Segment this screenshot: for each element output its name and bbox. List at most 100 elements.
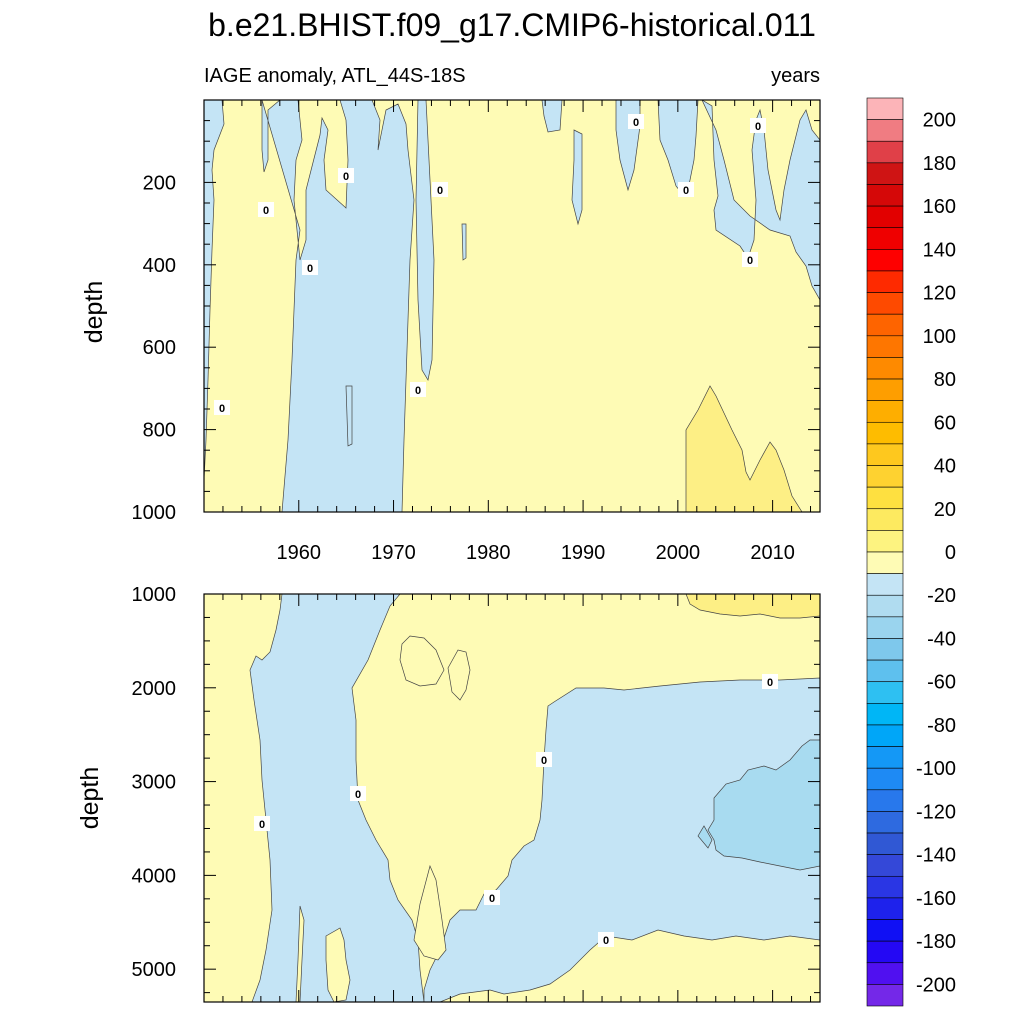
colorbar-swatch bbox=[866, 962, 904, 985]
contour-label-box bbox=[350, 786, 366, 801]
colorbar-swatch bbox=[866, 335, 904, 358]
contour-label-box bbox=[302, 260, 318, 275]
contour-label: 0 bbox=[489, 893, 495, 905]
colorbar-swatch bbox=[866, 551, 904, 574]
positive-region-20-40-deep-2005 bbox=[685, 385, 803, 512]
upper-y-axis-label: depth bbox=[80, 281, 108, 344]
y-tick-label: 600 bbox=[143, 337, 176, 359]
upper-panel: IAGE anomaly, ATL_44S-18S years d bbox=[80, 65, 821, 564]
colorbar-swatch bbox=[866, 162, 904, 185]
colorbar-label: 180 bbox=[923, 153, 956, 175]
contour-label-box bbox=[598, 932, 614, 947]
upper-contour-labels: 0 0 0 0 0 0 0 0 0 0 bbox=[214, 114, 766, 415]
positive-streak-1964 bbox=[295, 905, 305, 1002]
contour-label: 0 bbox=[603, 935, 609, 947]
colorbar-swatch bbox=[866, 616, 904, 639]
colorbar-swatch bbox=[866, 811, 904, 834]
colorbar-swatch bbox=[866, 270, 904, 293]
x-tick-label: 2010 bbox=[750, 542, 795, 564]
x-tick-label: 1990 bbox=[561, 542, 606, 564]
x-tick-label: 1970 bbox=[371, 542, 416, 564]
y-tick-label: 4000 bbox=[132, 865, 177, 887]
contour-label-box bbox=[750, 118, 766, 133]
contour-label-box bbox=[254, 816, 270, 831]
upper-x-tick-labels: 1960 1970 1980 1990 2000 2010 bbox=[277, 542, 795, 564]
colorbar-labels: 200180160140120100806040200-20-40-60-80-… bbox=[916, 110, 956, 997]
x-tick-label: 2000 bbox=[656, 542, 701, 564]
colorbar-swatch bbox=[866, 443, 904, 466]
contour-label: 0 bbox=[633, 117, 639, 129]
lower-plot-area bbox=[204, 594, 820, 1002]
colorbar-label: -140 bbox=[916, 845, 956, 867]
colorbar-swatch bbox=[866, 897, 904, 920]
colorbar-swatch bbox=[866, 227, 904, 250]
x-tick-label: 1980 bbox=[466, 542, 511, 564]
negative-region-deep-left-band bbox=[249, 594, 425, 1002]
y-tick-label: 200 bbox=[143, 172, 176, 194]
contour-label: 0 bbox=[263, 205, 269, 217]
y-tick-label: 1000 bbox=[132, 584, 177, 606]
colorbar-label: 0 bbox=[945, 542, 956, 564]
contour-label: 0 bbox=[259, 819, 265, 831]
contour-label-box bbox=[432, 182, 448, 197]
colorbar-swatch bbox=[866, 140, 904, 164]
colorbar-swatch bbox=[866, 573, 904, 596]
contour-label: 0 bbox=[541, 755, 547, 767]
negative-region-left-column bbox=[204, 100, 225, 481]
positive-island-1976 bbox=[447, 649, 471, 701]
colorbar-label: -100 bbox=[916, 758, 956, 780]
colorbar-label: 40 bbox=[934, 456, 956, 478]
y-tick-label: 800 bbox=[143, 420, 176, 442]
contour-label: 0 bbox=[437, 185, 443, 197]
contour-label: 0 bbox=[767, 677, 773, 689]
x-tick-label: 1960 bbox=[277, 542, 322, 564]
positive-streak-1975 bbox=[413, 864, 447, 961]
colorbar-swatch bbox=[866, 249, 904, 272]
negative-region-streak-1966 bbox=[345, 385, 353, 447]
lower-y-tick-labels: 1000 2000 3000 4000 5000 bbox=[132, 584, 177, 981]
contour-label: 0 bbox=[747, 255, 753, 267]
colorbar-swatch bbox=[866, 940, 904, 964]
colorbar-swatch bbox=[866, 854, 904, 877]
colorbar-label: 160 bbox=[923, 196, 956, 218]
upper-ticks bbox=[204, 100, 820, 513]
y-tick-label: 1000 bbox=[132, 502, 177, 524]
colorbar-swatch bbox=[866, 681, 904, 704]
colorbar-swatch bbox=[866, 97, 904, 120]
contour-label-box bbox=[410, 382, 426, 397]
colorbar-swatch bbox=[866, 313, 904, 337]
colorbar-label: -20 bbox=[927, 585, 956, 607]
contour-label-box bbox=[762, 674, 778, 689]
colorbar-swatch bbox=[866, 638, 904, 661]
contour-label-box bbox=[484, 890, 500, 905]
positive-region-20-40-shallow-2005 bbox=[685, 594, 820, 619]
contour-label: 0 bbox=[683, 185, 689, 197]
colorbar-label: 60 bbox=[934, 412, 956, 434]
colorbar-label: 100 bbox=[923, 326, 956, 348]
colorbar-label: 120 bbox=[923, 283, 956, 305]
colorbar-label: -200 bbox=[916, 974, 956, 996]
upper-y-tick-labels: 200 400 600 800 1000 bbox=[132, 172, 177, 524]
contour-label: 0 bbox=[307, 263, 313, 275]
negative-region-streak-1988 bbox=[571, 129, 583, 226]
colorbar-swatch bbox=[866, 421, 904, 445]
lower-frame bbox=[203, 593, 821, 1003]
negative-region-deep-right-1986 bbox=[423, 677, 820, 1002]
colorbar-swatch bbox=[866, 659, 904, 683]
contour-label: 0 bbox=[755, 121, 761, 133]
lower-y-axis-label: depth bbox=[76, 767, 104, 830]
contour-label-box bbox=[678, 182, 694, 197]
lower-contour-labels: 0 0 0 0 0 0 bbox=[254, 674, 778, 947]
positive-island-1972 bbox=[399, 635, 445, 687]
colorbar-swatch bbox=[866, 594, 904, 618]
colorbar-swatch bbox=[866, 184, 904, 207]
colorbar-swatch bbox=[866, 746, 904, 769]
negative-region-near-surface-1982 bbox=[541, 100, 563, 133]
contour-label-box bbox=[628, 114, 644, 129]
negative-region-2004-2010 bbox=[701, 100, 820, 301]
contour-label: 0 bbox=[343, 171, 349, 183]
colorbar-swatch bbox=[866, 530, 904, 553]
colorbar-swatch bbox=[866, 832, 904, 855]
y-tick-label: 2000 bbox=[132, 678, 177, 700]
